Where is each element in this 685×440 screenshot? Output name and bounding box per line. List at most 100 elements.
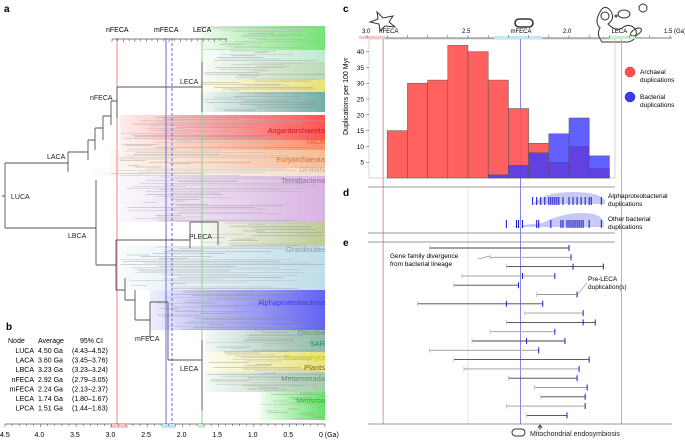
bacterial-bar [548,133,570,179]
gene-family-row [526,412,568,419]
table-cell: LPCA [16,406,35,413]
eukaryotic-cell-icon [596,3,648,43]
table-cell: (2.13–2.37) [72,386,108,393]
table-cell: 4.50 Ga [38,348,63,355]
y-tick-label: 30 [357,81,365,88]
clade-band [120,176,325,222]
x-tick-label: 2.0 [563,29,572,35]
y-tick-label: 25 [357,97,365,104]
tree-backbone [2,62,219,410]
node-label-nfeca: nFECA [90,95,113,102]
bacterial-bar [508,165,529,179]
x-tick-label: 3.0 [106,432,116,439]
table-cell: LUCA [15,348,34,355]
x-tick-label: 3.5 [70,432,80,439]
leca-ci-bar [609,36,636,39]
table-cell: (4.43–4.52) [72,348,108,355]
y-tick-label: 15 [357,128,365,135]
other-density [512,213,604,227]
table-cell: mFECA [10,386,35,393]
node-label-lbca: LBCA [68,233,87,240]
gene-family-row [417,300,544,307]
nfeca-ci-bar [358,36,385,39]
clade-band [205,352,325,372]
y-tick-label: 20 [357,112,365,119]
node-label-mfeca: mFECA [135,336,160,343]
marker-label: LECA [612,29,628,35]
clade-label: Metazoa [296,396,326,405]
x-tick-label: 2.5 [462,29,471,35]
archaeal-bar [407,82,428,179]
table-cell: 2.92 Ga [38,377,63,384]
y-tick-label: 40 [357,49,365,56]
archaeal-bar [467,51,489,179]
bacterium-icon [514,18,534,28]
x-tick-label: 1.0 [248,432,258,439]
clade-label: Euryarchaeota [276,155,326,164]
archaeal-bar [487,79,509,179]
table-header: Average [38,338,64,345]
tree-axis-label-leca: LECA [193,27,212,34]
preleca-pointer [577,282,588,295]
clade-label: SAR [310,339,326,348]
bacterial-bar [528,152,550,179]
legend-bacterial-line2: duplications [640,102,675,109]
gene-family-row [429,347,540,354]
bacterial-bar [588,155,610,179]
mitochondrion-icon [511,428,526,437]
tree-axis-label-nfeca: nFECA [106,27,129,34]
table-cell: 2.24 Ga [38,386,63,393]
divergence-annotation-line1: Gene family divergence [390,253,459,260]
clade-band [205,330,325,352]
gene-family-row [524,310,584,317]
x-tick-label: 0 (Ga) [319,432,339,439]
clade-label: Plants [304,363,325,372]
x-tick-label: 4.5 [0,432,10,439]
gene-family-row [429,245,570,251]
clade-label: Metamonada [281,374,326,383]
gene-family-row [461,272,556,279]
gene-family-row [463,365,580,372]
node-age-table: Node Average 95% CI LUCA 4.50 Ga (4.43–4.52) L… [8,338,108,413]
legend-archaeal-line1: Archaeal [640,69,666,76]
clade-label: Rhodophyta [285,353,326,362]
table-cell: (2.79–3.05) [72,377,108,384]
table-cell: (3.45–3.76) [72,358,108,365]
table-cell: LBCA [16,367,35,374]
clade-label: TACK [306,137,325,146]
clade-band [110,150,325,168]
legend-swatch-archaeal [624,66,636,78]
table-header: Node [8,338,25,345]
table-cell: LACA [16,358,35,365]
endosymbiosis-label: Mitochondrial endosymbiosis [530,431,620,438]
node-label-luca: LUCA [11,194,30,201]
x-tick-label: 1.5 (Ga) [664,29,685,35]
archaea-cell-icon [368,10,397,33]
table-cell: 1.51 Ga [38,406,63,413]
clade-label: Alphaproteobacteria [258,298,326,307]
table-header: 95% CI [80,338,103,345]
panel-label-d: d [343,188,349,199]
panel-label-c: c [343,4,349,15]
tree-axis-label-mfeca: mFECA [154,27,179,34]
x-tick-label: 4.0 [35,432,45,439]
archaeal-bar [386,130,408,179]
node-label-leca-top: LECA [180,79,199,86]
tree-branches [110,26,328,419]
archaeal-bar [427,79,449,179]
gene-family-row [453,282,519,289]
gene-family-row [489,328,556,335]
table-cell: nFECA [11,377,34,384]
node-label-laca: LACA [47,154,66,161]
gene-family-row [505,403,586,410]
phylogenetic-tree: nFECA mFECA LECA LUCA LACA LBCA nFECA LE… [0,26,339,439]
x-tick-label: 0.5 [283,432,293,439]
x-tick-label: 2.5 [141,432,151,439]
divergence-annotation-line2: from bacterial lineage [390,261,453,268]
table-cell: (1.44–1.63) [72,406,108,413]
bacterial-bar [568,117,590,179]
clade-label: Discoba [298,328,326,337]
gene-family-timeline: Gene family divergence from bacterial li… [368,241,672,438]
